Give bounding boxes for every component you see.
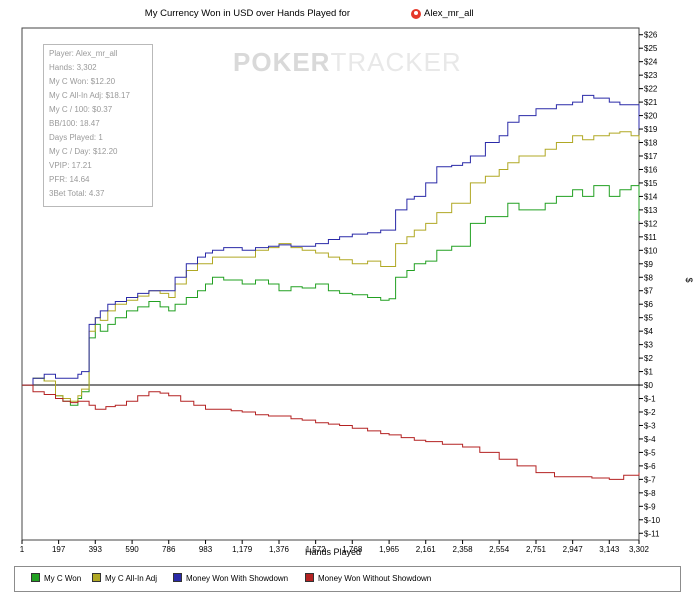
y-tick-label: $23 <box>644 71 658 80</box>
x-tick-label: 393 <box>89 545 103 554</box>
y-tick-label: $16 <box>644 165 658 174</box>
legend-swatch-icon <box>173 573 182 582</box>
stat-vpip: VPIP: 17.21 <box>49 161 92 170</box>
y-tick-label: $24 <box>644 58 658 67</box>
x-tick-label: 1,572 <box>306 545 327 554</box>
legend-item-my-c-won[interactable]: My C Won <box>31 573 81 583</box>
player-icon <box>411 9 421 19</box>
x-tick-label: 1,768 <box>342 545 363 554</box>
y-tick-label: $-9 <box>644 502 656 511</box>
y-tick-label: $18 <box>644 139 658 148</box>
stat-per-100: My C / 100: $0.37 <box>49 105 113 114</box>
stat-per-day: My C / Day: $12.20 <box>49 147 118 156</box>
y-tick-label: $7 <box>644 287 653 296</box>
x-tick-label: 1,376 <box>269 545 290 554</box>
x-tick-label: 2,947 <box>563 545 584 554</box>
series-line-3 <box>22 384 640 480</box>
y-tick-label: $10 <box>644 246 658 255</box>
x-tick-label: 197 <box>52 545 66 554</box>
player-name: Alex_mr_all <box>424 8 474 19</box>
legend-item-all-in-adj[interactable]: My C All-In Adj <box>92 573 157 583</box>
y-tick-label: $-10 <box>644 516 661 525</box>
y-tick-label: $-8 <box>644 489 656 498</box>
y-tick-label: $13 <box>644 206 658 215</box>
x-tick-label: 3,302 <box>629 545 650 554</box>
x-tick-label: 1,179 <box>232 545 253 554</box>
y-tick-label: $26 <box>644 31 658 40</box>
x-tick-label: 1 <box>20 545 25 554</box>
y-tick-label: $-4 <box>644 435 656 444</box>
y-tick-label: $12 <box>644 219 658 228</box>
x-axis-label: Hands Played <box>305 547 361 557</box>
stat-pfr: PFR: 14.64 <box>49 175 90 184</box>
x-tick-label: 590 <box>125 545 139 554</box>
series-line-2 <box>22 94 640 386</box>
x-tick-label: 983 <box>199 545 213 554</box>
y-tick-label: $22 <box>644 85 658 94</box>
y-tick-label: $20 <box>644 112 658 121</box>
legend-item-with-showdown[interactable]: Money Won With Showdown <box>173 573 288 583</box>
y-tick-label: $8 <box>644 273 653 282</box>
x-tick-label: 1,965 <box>379 545 400 554</box>
stat-hands: Hands: 3,302 <box>49 63 97 72</box>
y-tick-label: $-7 <box>644 475 656 484</box>
stat-allin-adj: My C All-In Adj: $18.17 <box>49 91 130 100</box>
y-tick-label: $2 <box>644 354 653 363</box>
y-tick-label: $-11 <box>644 529 660 538</box>
y-tick-label: $0 <box>644 381 653 390</box>
legend-label: My C All-In Adj <box>105 574 158 583</box>
x-tick-label: 786 <box>162 545 176 554</box>
y-tick-label: $-5 <box>644 448 656 457</box>
legend-label: Money Won With Showdown <box>186 574 289 583</box>
y-tick-label: $-6 <box>644 462 656 471</box>
legend-swatch-icon <box>92 573 101 582</box>
legend-item-without-showdown[interactable]: Money Won Without Showdown <box>305 573 431 583</box>
legend-label: My C Won <box>44 574 82 583</box>
y-tick-label: $9 <box>644 260 653 269</box>
y-tick-label: $5 <box>644 314 653 323</box>
x-tick-label: 2,358 <box>453 545 474 554</box>
y-tick-label: $17 <box>644 152 658 161</box>
y-tick-label: $19 <box>644 125 658 134</box>
stat-bb100: BB/100: 18.47 <box>49 119 100 128</box>
y-tick-label: $6 <box>644 300 653 309</box>
y-tick-label: $3 <box>644 341 653 350</box>
legend-label: Money Won Without Showdown <box>318 574 432 583</box>
y-tick-label: $25 <box>644 44 658 53</box>
pokertracker-watermark: POKERTRACKER <box>233 47 462 77</box>
x-tick-label: 3,143 <box>599 545 620 554</box>
series-lines <box>22 94 640 480</box>
stat-won: My C Won: $12.20 <box>49 77 116 86</box>
legend-swatch-icon <box>31 573 40 582</box>
x-tick-label: 2,751 <box>526 545 547 554</box>
y-tick-label: $14 <box>644 192 658 201</box>
y-axis: $26 $25 $24 $23 $22 $21 $20 $19 $18 $17 $16 $15 $14 $… <box>639 31 661 538</box>
y-tick-label: $21 <box>644 98 658 107</box>
y-tick-label: $15 <box>644 179 658 188</box>
legend-swatch-icon <box>305 573 314 582</box>
chart-title: My Currency Won in USD over Hands Played… <box>145 8 350 19</box>
y-tick-label: $-3 <box>644 421 656 430</box>
stat-days: Days Played: 1 <box>49 133 103 142</box>
x-tick-label: 2,554 <box>489 545 510 554</box>
y-tick-label: $-1 <box>644 395 656 404</box>
y-tick-label: $11 <box>644 233 657 242</box>
stat-3bet: 3Bet Total: 4.37 <box>49 189 105 198</box>
x-axis: 1 197 393 590 786 983 1,179 1,376 1,572 1,768 1,96… <box>20 540 650 554</box>
y-axis-label: $ <box>684 277 694 282</box>
stat-player: Player: Alex_mr_all <box>49 49 118 58</box>
stats-panel: Player: Alex_mr_all Hands: 3,302 My C Wo… <box>43 44 153 207</box>
y-tick-label: $1 <box>644 368 653 377</box>
series-line-0 <box>22 185 640 406</box>
legend: My C Won My C All-In Adj Money Won With … <box>14 566 681 592</box>
y-tick-label: $4 <box>644 327 653 336</box>
x-tick-label: 2,161 <box>416 545 437 554</box>
y-tick-label: $-2 <box>644 408 656 417</box>
